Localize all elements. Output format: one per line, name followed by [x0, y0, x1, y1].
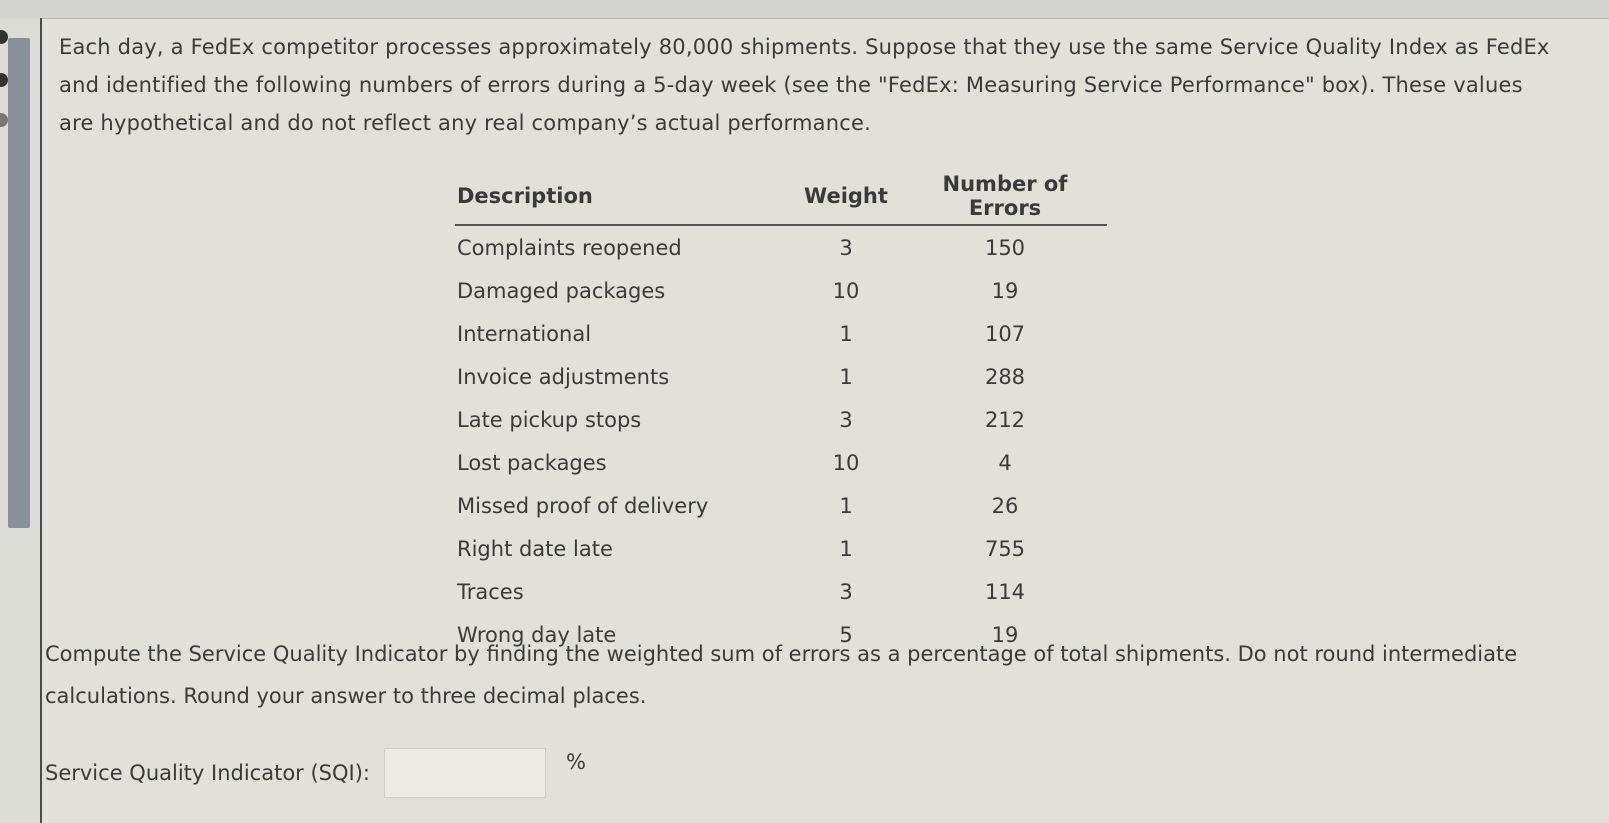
table-row: Invoice adjustments 1 288	[455, 355, 1107, 398]
sqi-label: Service Quality Indicator (SQI):	[45, 761, 370, 785]
header-description: Description	[455, 168, 789, 226]
problem-intro: Each day, a FedEx competitor processes a…	[59, 35, 1550, 135]
sqi-input[interactable]	[384, 748, 546, 798]
cell-errors: 288	[984, 364, 1026, 389]
table-row: Traces 3 114	[455, 570, 1107, 613]
cell-errors: 212	[984, 407, 1026, 432]
table-row: Right date late 1 755	[455, 527, 1107, 570]
cell-weight: 3	[839, 407, 853, 432]
cell-description: Missed proof of delivery	[457, 493, 709, 518]
cell-errors: 755	[984, 536, 1026, 561]
cell-description: International	[457, 321, 592, 346]
cell-errors: 107	[984, 321, 1026, 346]
top-bar	[0, 0, 1609, 19]
scrollbar-thumb[interactable]	[8, 38, 30, 528]
cell-weight: 3	[839, 579, 853, 604]
percent-unit: %	[566, 750, 586, 774]
cell-description: Wrong day late	[457, 622, 617, 647]
left-sidebar	[0, 18, 42, 823]
cell-errors: 4	[998, 450, 1012, 475]
table-row: International 1 107	[455, 312, 1107, 355]
cell-errors: 114	[984, 579, 1026, 604]
table-row: Damaged packages 10 19	[455, 269, 1107, 312]
cell-description: Late pickup stops	[457, 407, 642, 432]
cell-weight: 1	[839, 364, 853, 389]
cell-weight: 10	[832, 450, 860, 475]
table-row: Wrong day late 5 19	[455, 613, 1107, 656]
table-row: Missed proof of delivery 1 26	[455, 484, 1107, 527]
cell-errors: 150	[984, 235, 1026, 260]
table-header: Description Weight Number of Errors	[455, 168, 1107, 226]
question-panel: Each day, a FedEx competitor processes a…	[45, 18, 1609, 823]
header-weight: Weight	[789, 168, 903, 226]
table-row: Lost packages 10 4	[455, 441, 1107, 484]
cell-weight: 1	[839, 493, 853, 518]
errors-table: Description Weight Number of Errors Comp…	[455, 168, 1107, 656]
cell-weight: 10	[832, 278, 860, 303]
table-row: Late pickup stops 3 212	[455, 398, 1107, 441]
status-dot-icon	[0, 113, 8, 127]
cell-description: Damaged packages	[457, 278, 666, 303]
cell-weight: 5	[839, 622, 853, 647]
answer-row: Service Quality Indicator (SQI): %	[45, 748, 586, 798]
cell-errors: 26	[991, 493, 1019, 518]
status-dot-icon	[0, 30, 8, 44]
cell-description: Invoice adjustments	[457, 364, 670, 389]
cell-description: Lost packages	[457, 450, 607, 475]
cell-description: Right date late	[457, 536, 613, 561]
status-dot-icon	[0, 73, 8, 87]
table-row: Complaints reopened 3 150	[455, 225, 1107, 269]
cell-description: Traces	[457, 579, 524, 604]
header-errors: Number of Errors	[903, 168, 1107, 226]
cell-errors: 19	[991, 278, 1019, 303]
question-text: Compute the Service Quality Indicator by…	[45, 642, 1518, 708]
cell-weight: 3	[839, 235, 853, 260]
cell-weight: 1	[839, 321, 853, 346]
cell-description: Complaints reopened	[457, 235, 682, 260]
cell-errors: 19	[991, 622, 1019, 647]
cell-weight: 1	[839, 536, 853, 561]
